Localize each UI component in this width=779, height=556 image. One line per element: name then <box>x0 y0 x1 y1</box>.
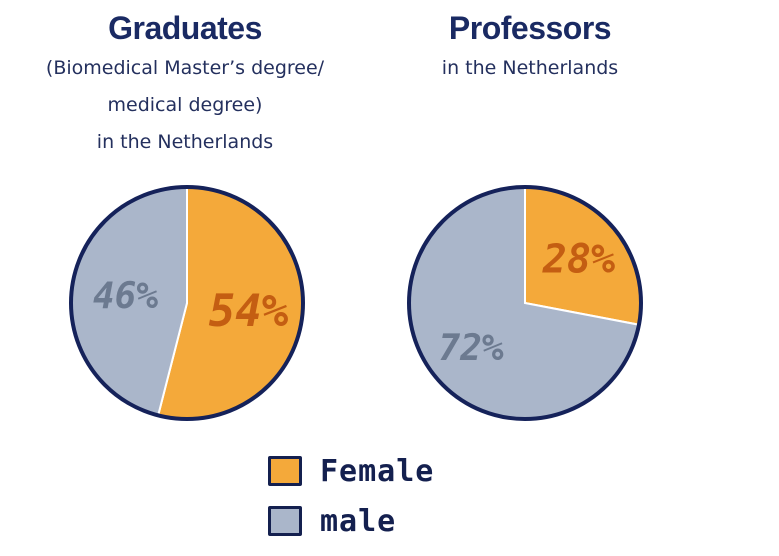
slice-label-male: 46% <box>93 276 158 317</box>
legend-label: Female <box>320 453 435 489</box>
graduates-chart: Graduates (Biomedical Master’s degree/ m… <box>0 0 370 161</box>
legend-swatch-male <box>268 506 302 536</box>
chart-title: Professors <box>448 10 612 46</box>
slice-label-female: 28% <box>542 236 615 282</box>
professors-chart: Professors in the Netherlands <box>360 0 700 87</box>
professors-pie: 28% 72% <box>407 185 643 421</box>
slice-label-female: 54% <box>209 286 289 337</box>
legend-item-male: male <box>268 496 434 546</box>
legend-swatch-female <box>268 456 302 486</box>
chart-subtitle: (Biomedical Master’s degree/ medical deg… <box>45 57 325 153</box>
pie-outline <box>407 185 643 421</box>
legend-label: male <box>320 503 397 539</box>
slice-label-male: 72% <box>439 328 504 369</box>
chart-subtitle: in the Netherlands <box>441 57 619 79</box>
legend: Female male <box>268 446 434 546</box>
legend-item-female: Female <box>268 446 434 496</box>
graduates-pie: 54% 46% <box>69 185 305 421</box>
chart-title: Graduates <box>108 10 262 46</box>
pie-outline <box>69 185 305 421</box>
